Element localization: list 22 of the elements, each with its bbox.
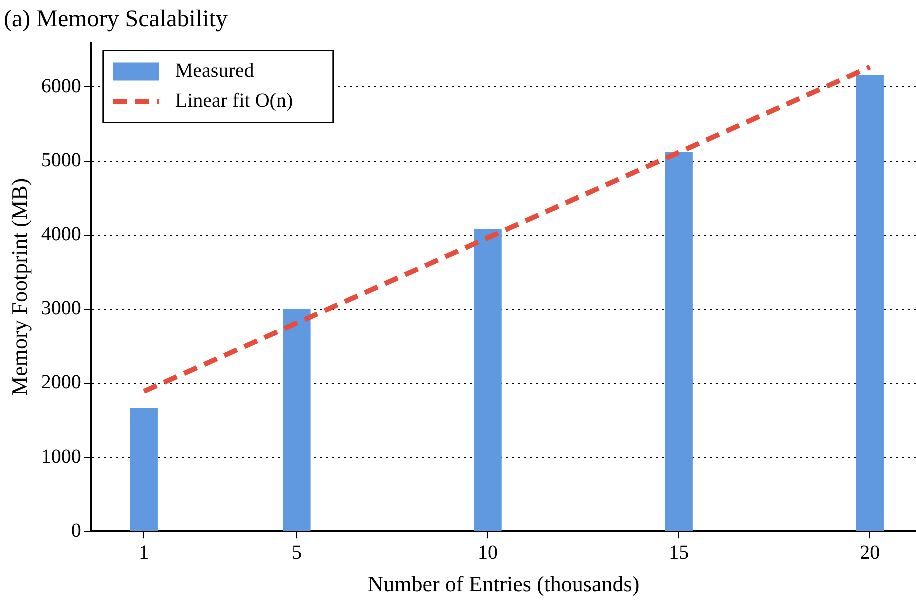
y-tick-label: 1000 [41, 446, 82, 468]
x-tick-label: 1 [139, 542, 150, 564]
bar [130, 408, 158, 532]
bar [283, 309, 311, 532]
bar [474, 229, 502, 532]
y-axis-title: Memory Footprint (MB) [6, 178, 32, 396]
x-tick-label: 15 [669, 542, 690, 564]
legend-label: Linear fit O(n) [175, 90, 294, 112]
y-tick-label: 4000 [41, 224, 82, 246]
y-tick-label: 5000 [41, 150, 82, 172]
x-axis-title: Number of Entries (thousands) [368, 572, 640, 597]
x-tick-label: 10 [478, 542, 498, 564]
legend-label: Measured [175, 60, 254, 82]
bar [856, 75, 884, 532]
x-tick-label: 20 [860, 542, 880, 564]
y-tick-label: 2000 [41, 372, 82, 394]
bar [665, 152, 693, 532]
y-tick-label: 6000 [41, 75, 82, 98]
x-tick-label: 5 [292, 542, 302, 564]
y-tick-label: 0 [71, 520, 82, 542]
y-tick-label: 3000 [41, 298, 82, 320]
chart-title: (a) Memory Scalability [4, 6, 228, 33]
